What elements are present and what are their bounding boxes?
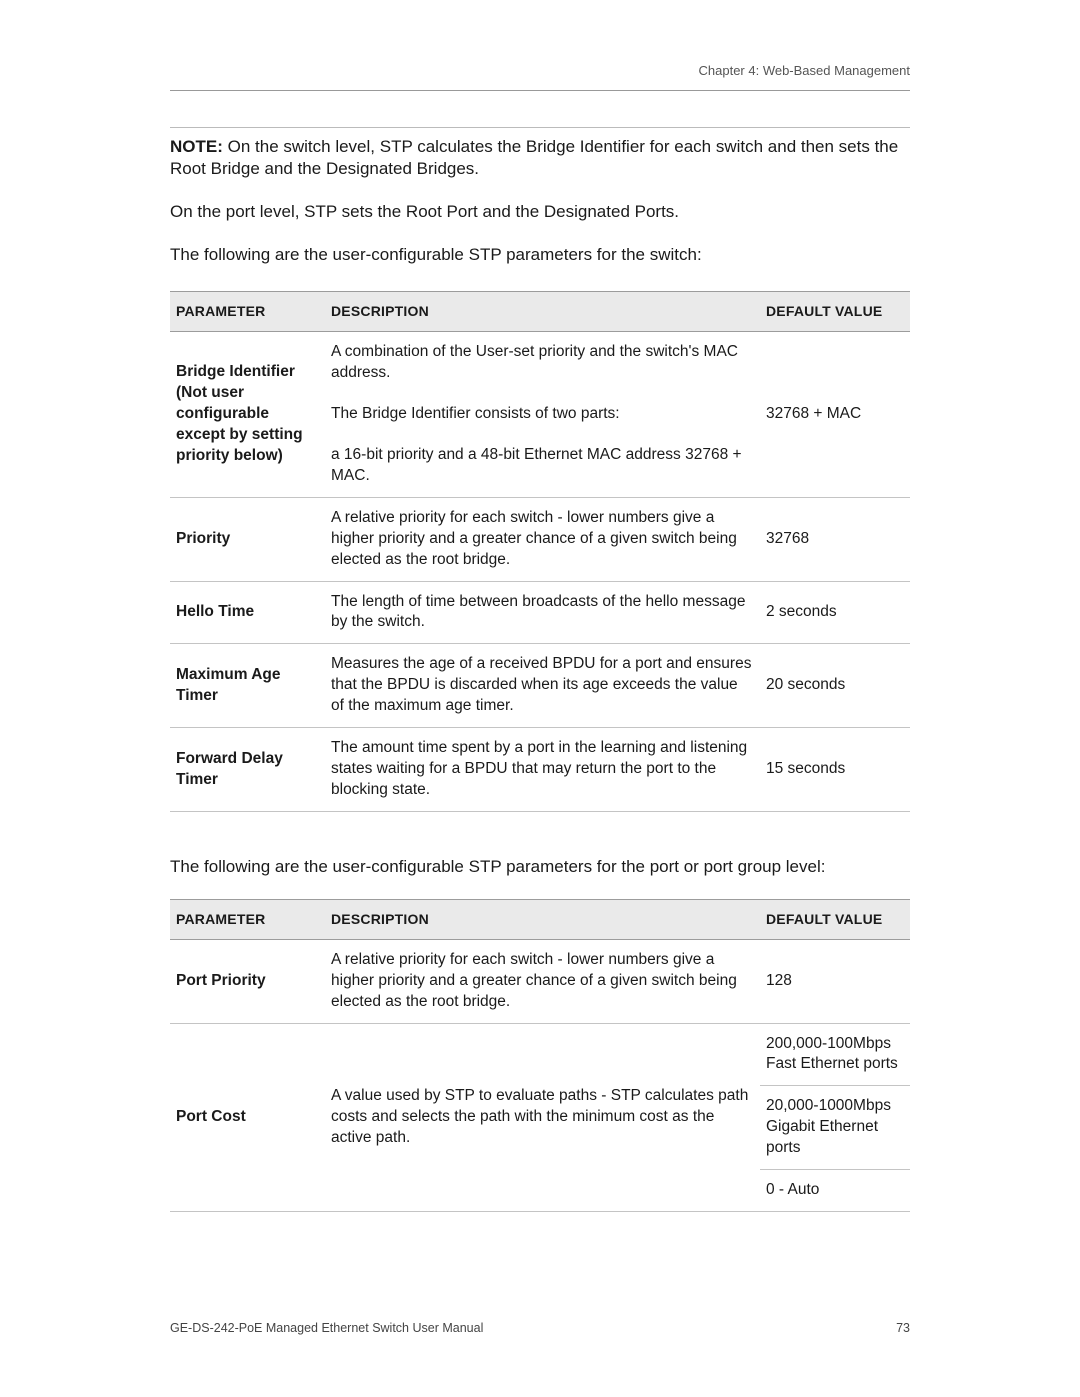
default-fwd: 15 seconds <box>760 728 910 812</box>
desc-bridge-1: A combination of the User-set priority a… <box>325 332 760 394</box>
desc-bridge-2: The Bridge Identifier consists of two pa… <box>325 394 760 435</box>
switch-params-table: PARAMETER DESCRIPTION DEFAULT VALUE Brid… <box>170 291 910 812</box>
desc-bridge-3: a 16-bit priority and a 48-bit Ethernet … <box>325 435 760 497</box>
param-priority: Priority <box>170 497 325 581</box>
param-hello: Hello Time <box>170 581 325 644</box>
chapter-label: Chapter 4: Web-Based Management <box>170 62 910 80</box>
note-body: On the switch level, STP calculates the … <box>170 137 898 179</box>
param-port-priority: Port Priority <box>170 939 325 1023</box>
table-row: Bridge Identifier (Not user configurable… <box>170 332 910 394</box>
para-switch-intro: The following are the user-configurable … <box>170 244 910 267</box>
param-fwd: Forward Delay Timer <box>170 728 325 812</box>
default-hello: 2 seconds <box>760 581 910 644</box>
col-parameter: PARAMETER <box>170 899 325 939</box>
port-params-table: PARAMETER DESCRIPTION DEFAULT VALUE Port… <box>170 899 910 1212</box>
table-header-row: PARAMETER DESCRIPTION DEFAULT VALUE <box>170 899 910 939</box>
note-text: NOTE: On the switch level, STP calculate… <box>170 136 910 182</box>
note-label: NOTE: <box>170 137 223 156</box>
desc-priority: A relative priority for each switch - lo… <box>325 497 760 581</box>
table-row: Port Priority A relative priority for ea… <box>170 939 910 1023</box>
col-description: DESCRIPTION <box>325 899 760 939</box>
footer-title: GE-DS-242-PoE Managed Ethernet Switch Us… <box>170 1320 483 1337</box>
table-row: Forward Delay Timer The amount time spen… <box>170 728 910 812</box>
table-header-row: PARAMETER DESCRIPTION DEFAULT VALUE <box>170 292 910 332</box>
table-row: Maximum Age Timer Measures the age of a … <box>170 644 910 728</box>
para-port-level: On the port level, STP sets the Root Por… <box>170 201 910 224</box>
footer-page-number: 73 <box>896 1320 910 1337</box>
col-default: DEFAULT VALUE <box>760 292 910 332</box>
desc-port-cost: A value used by STP to evaluate paths - … <box>325 1023 760 1212</box>
default-bridge: 32768 + MAC <box>760 332 910 498</box>
table-row: Hello Time The length of time between br… <box>170 581 910 644</box>
default-port-cost-1: 200,000-100Mbps Fast Ethernet ports <box>760 1023 910 1086</box>
desc-port-priority: A relative priority for each switch - lo… <box>325 939 760 1023</box>
default-port-cost-2: 20,000-1000Mbps Gigabit Ethernet ports <box>760 1086 910 1170</box>
table-row: Port Cost A value used by STP to evaluat… <box>170 1023 910 1086</box>
col-default: DEFAULT VALUE <box>760 899 910 939</box>
param-port-cost: Port Cost <box>170 1023 325 1212</box>
default-port-priority: 128 <box>760 939 910 1023</box>
page-footer: GE-DS-242-PoE Managed Ethernet Switch Us… <box>170 1320 910 1337</box>
default-port-cost-3: 0 - Auto <box>760 1170 910 1212</box>
default-maxage: 20 seconds <box>760 644 910 728</box>
para-port-intro: The following are the user-configurable … <box>170 856 910 879</box>
desc-hello: The length of time between broadcasts of… <box>325 581 760 644</box>
col-description: DESCRIPTION <box>325 292 760 332</box>
top-rule <box>170 90 910 91</box>
desc-fwd: The amount time spent by a port in the l… <box>325 728 760 812</box>
note-block: NOTE: On the switch level, STP calculate… <box>170 127 910 268</box>
param-bridge-id: Bridge Identifier (Not user configurable… <box>170 332 325 498</box>
col-parameter: PARAMETER <box>170 292 325 332</box>
table-row: Priority A relative priority for each sw… <box>170 497 910 581</box>
default-priority: 32768 <box>760 497 910 581</box>
desc-maxage: Measures the age of a received BPDU for … <box>325 644 760 728</box>
param-maxage: Maximum Age Timer <box>170 644 325 728</box>
